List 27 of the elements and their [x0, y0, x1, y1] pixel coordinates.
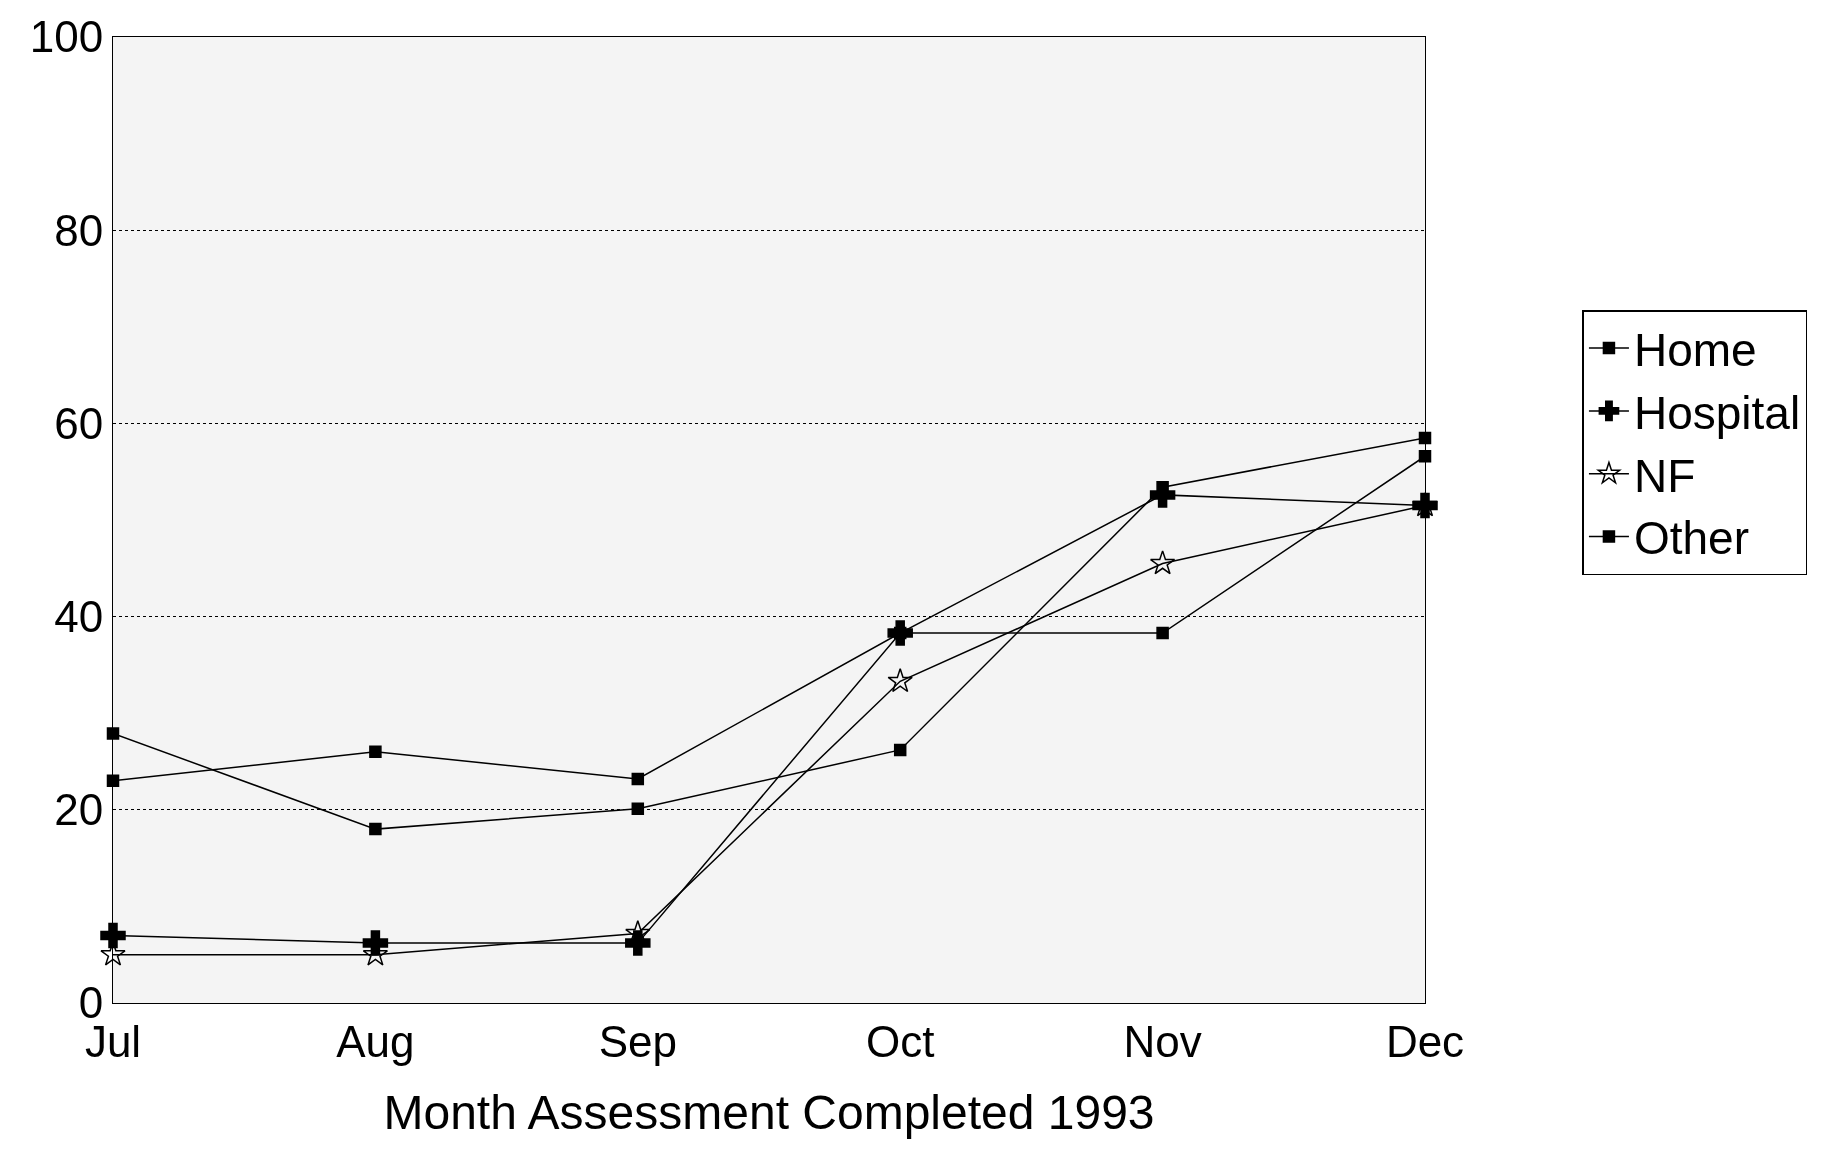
- y-tick-label: 80: [54, 205, 104, 255]
- point: [1149, 550, 1176, 575]
- x-tick-label: Aug: [336, 1016, 415, 1066]
- x-tick-label: Sep: [598, 1016, 677, 1066]
- point: [369, 822, 382, 836]
- point: [631, 772, 645, 786]
- legend-label: Home: [1633, 324, 1757, 377]
- y-tick-label: 20: [54, 785, 104, 835]
- point: [106, 727, 120, 740]
- x-tick-label: Oct: [865, 1016, 935, 1066]
- point: [1156, 626, 1169, 640]
- legend-label: Hospital: [1633, 386, 1801, 439]
- legend-label: Other: [1633, 512, 1749, 565]
- point: [369, 745, 382, 759]
- point: [362, 930, 389, 956]
- point: [887, 667, 913, 693]
- legend-label: NF: [1633, 449, 1696, 502]
- point: [887, 620, 913, 646]
- point: [631, 802, 645, 816]
- point: [100, 922, 126, 949]
- x-tick-label: Nov: [1123, 1016, 1202, 1066]
- point: [893, 743, 907, 757]
- x-tick-label: Dec: [1385, 1016, 1465, 1066]
- x-axis-title: Month Assessment Completed 1993: [383, 1085, 1155, 1139]
- y-tick-label: 60: [54, 398, 104, 448]
- y-tick-label: 40: [54, 592, 104, 641]
- y-tick-label: 100: [29, 12, 104, 62]
